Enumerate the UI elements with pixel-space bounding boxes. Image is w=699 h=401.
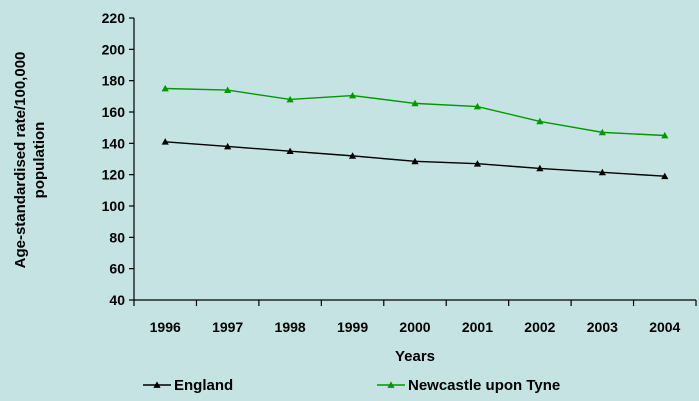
y-tick-label: 140 [102, 135, 126, 151]
data-point [411, 157, 419, 165]
legend: England Newcastle upon Tyne [143, 377, 560, 394]
data-point [661, 172, 669, 180]
data-point [473, 102, 482, 110]
x-tick-label: 2002 [524, 319, 555, 335]
data-point [161, 84, 169, 92]
data-point [348, 91, 357, 99]
series-group [161, 84, 669, 180]
y-tick-label: 100 [102, 198, 126, 214]
x-axis: 1996 1997 1998 1999 2000 2001 2002 2003 2004 [133, 299, 697, 335]
x-tick-label: 2003 [587, 319, 618, 335]
y-tick-label: 60 [109, 261, 125, 277]
x-tick-label: 1996 [150, 319, 181, 335]
x-tick-label: 1999 [337, 319, 368, 335]
y-tick-label: 160 [102, 104, 126, 120]
x-tick-label: 2001 [462, 319, 493, 335]
y-axis-title-line2: population [31, 122, 48, 199]
x-tick-label: 2000 [399, 319, 430, 335]
data-point [536, 164, 544, 172]
data-point [224, 86, 232, 93]
legend-marker [153, 381, 161, 388]
data-point [661, 131, 669, 139]
data-point [224, 142, 232, 150]
y-tick-label: 180 [102, 73, 126, 89]
legend-label: England [174, 377, 233, 394]
y-axis: 40 60 80 100 120 140 160 180 200 220 [102, 10, 135, 308]
data-point [161, 138, 169, 145]
data-point [286, 147, 294, 155]
x-axis-title: Years [395, 348, 435, 365]
x-tick-label: 2004 [649, 319, 680, 335]
y-tick-label: 200 [102, 41, 126, 57]
data-point [348, 152, 357, 159]
data-point [598, 128, 606, 136]
data-point [536, 117, 544, 125]
legend-label: Newcastle upon Tyne [408, 377, 560, 394]
x-tick-label: 1997 [212, 319, 243, 335]
data-point [411, 99, 419, 107]
y-tick-label: 40 [109, 292, 125, 308]
series-line [165, 87, 665, 137]
y-tick-label: 80 [109, 229, 125, 245]
legend-marker [387, 381, 395, 388]
y-axis-title: Age-standardised rate/100,000 population [12, 52, 48, 269]
x-tick-label: 1998 [275, 319, 306, 335]
y-axis-title-line1: Age-standardised rate/100,000 [12, 52, 29, 269]
data-point [598, 168, 606, 176]
y-tick-label: 220 [102, 10, 126, 26]
y-tick-label: 120 [102, 167, 126, 183]
data-point [473, 160, 482, 167]
data-point [286, 95, 294, 103]
